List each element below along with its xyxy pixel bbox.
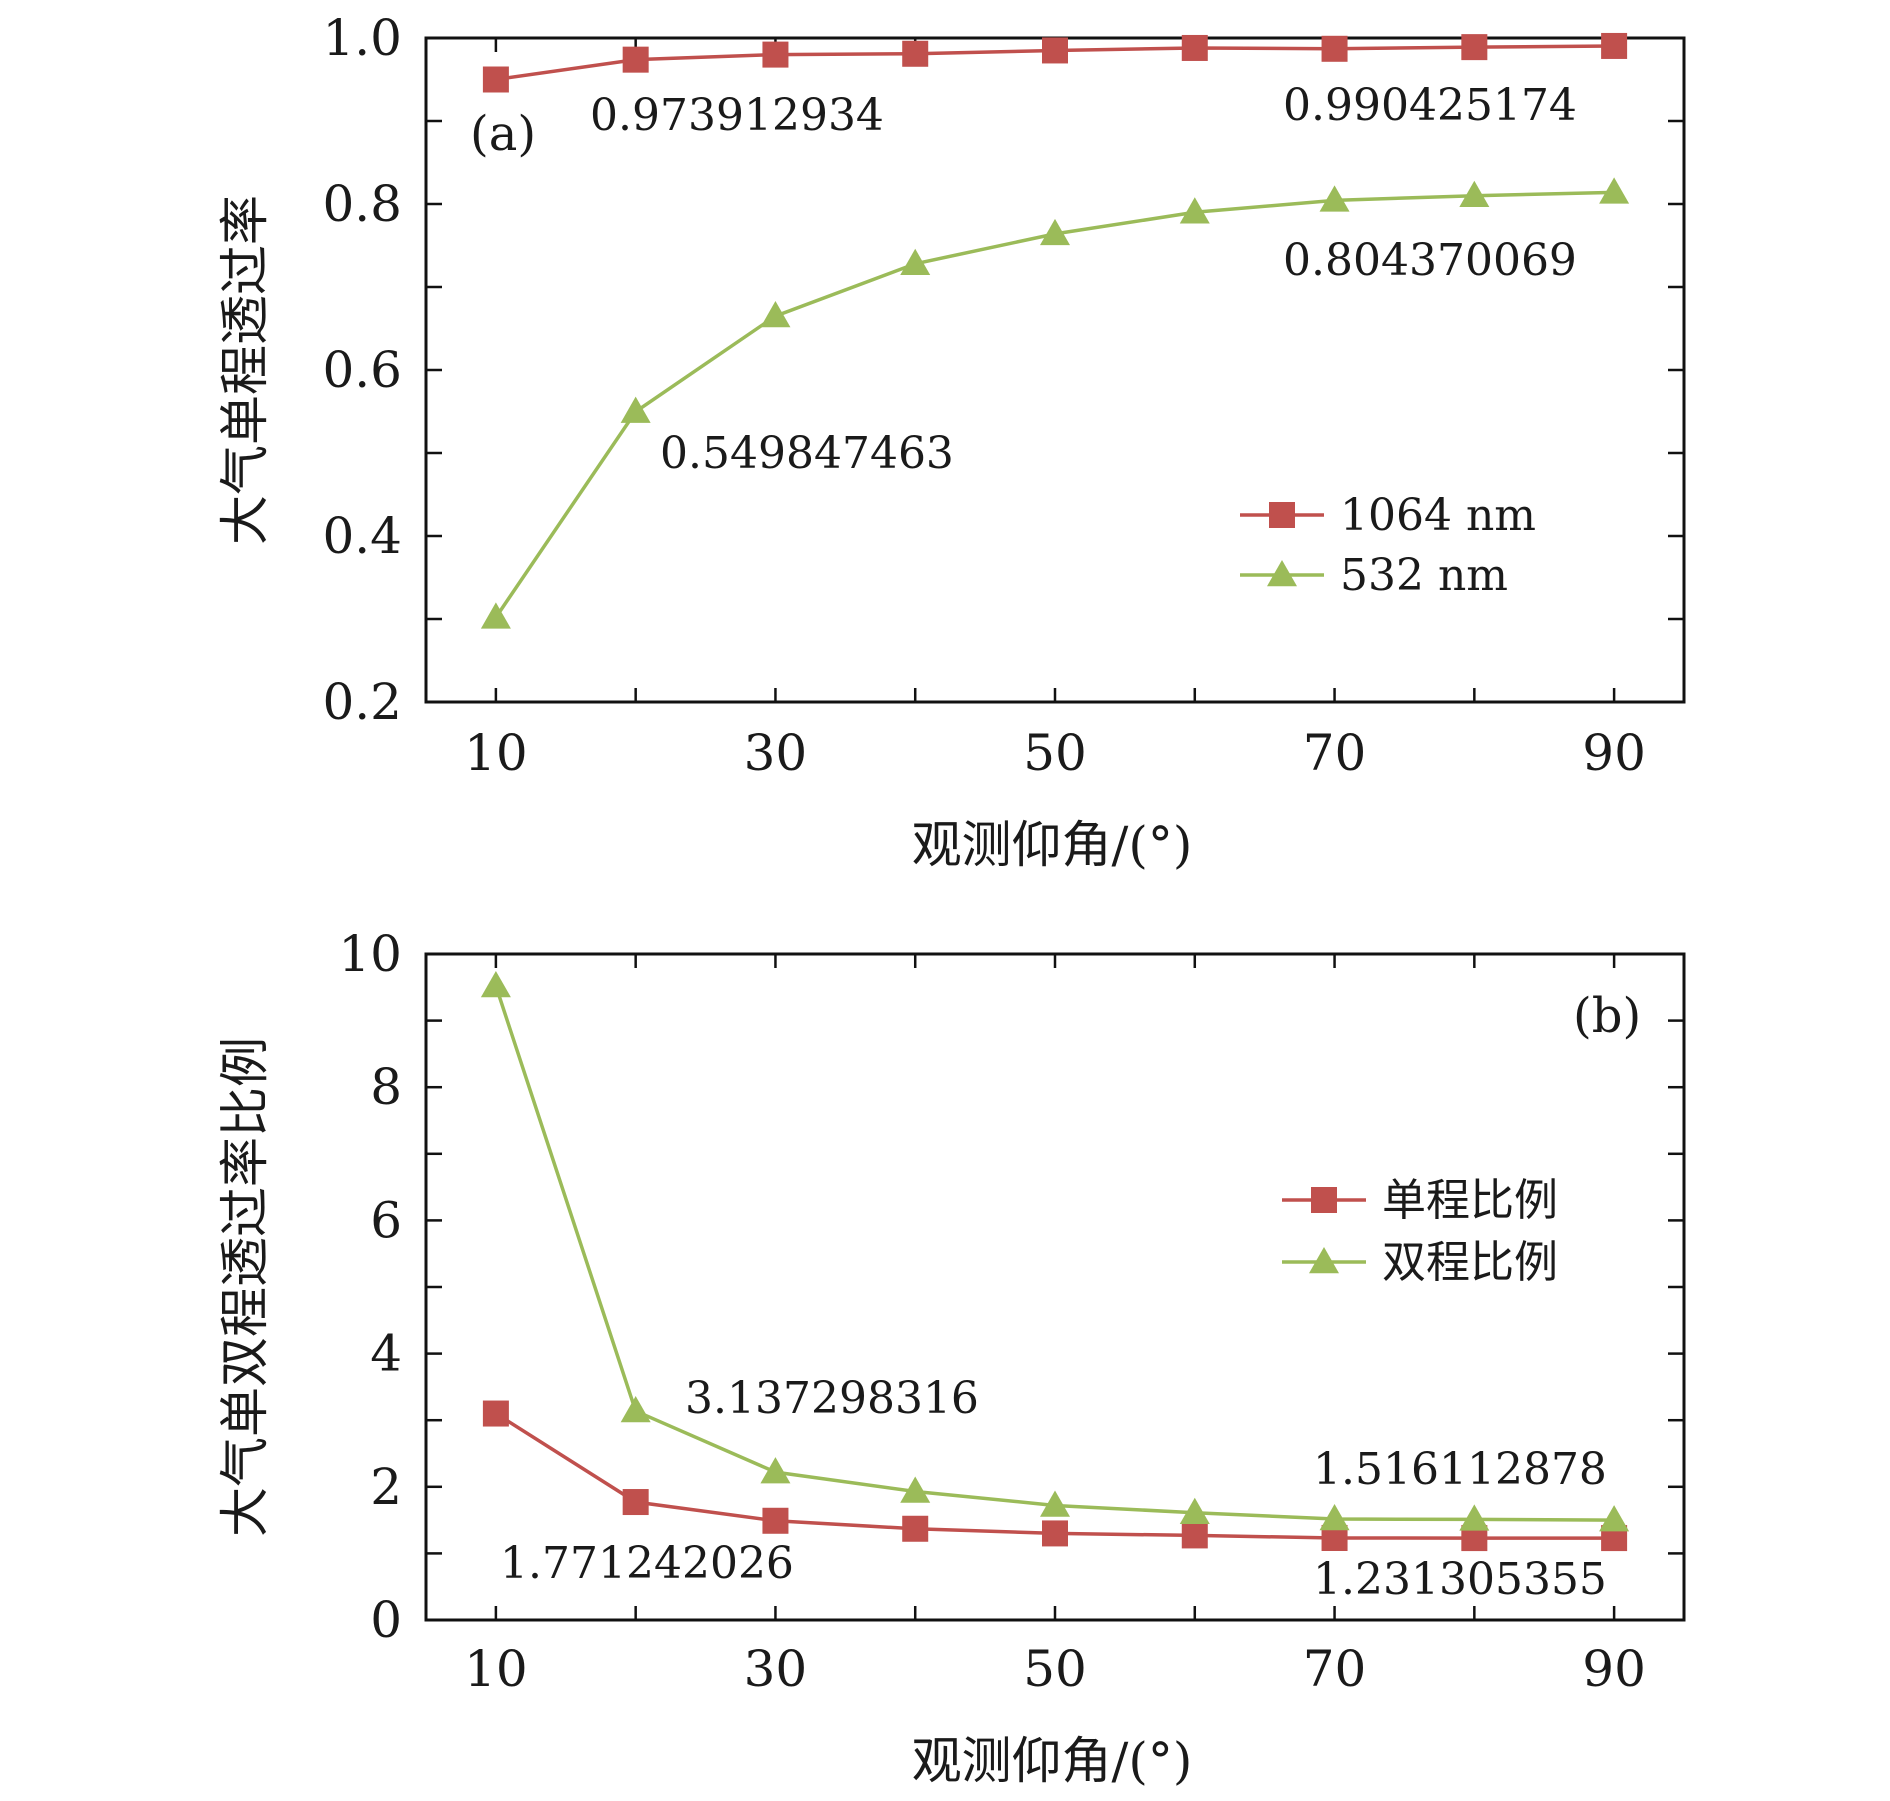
data-point-square [1461, 34, 1488, 61]
data-label: 1.231305355 [1313, 1554, 1607, 1605]
y-tick-label: 0 [370, 1591, 402, 1649]
data-point-triangle [1319, 185, 1350, 212]
data-point-triangle [760, 1457, 791, 1484]
legend-marker-triangle [1267, 560, 1297, 587]
y-tick-label: 10 [338, 925, 402, 983]
legend-marker-square [1269, 502, 1295, 528]
x-tick-label: 30 [744, 1640, 808, 1698]
y-tick-label: 8 [370, 1058, 402, 1116]
legend-label: 单程比例 [1382, 1175, 1558, 1226]
x-tick-label: 70 [1303, 724, 1367, 782]
panel-label: (b) [1573, 988, 1641, 1044]
legend-marker-triangle [1309, 1247, 1339, 1274]
data-label: 1.516112878 [1313, 1444, 1607, 1495]
data-point-triangle [1459, 1504, 1490, 1531]
data-point-square [902, 40, 929, 67]
x-axis-title: 观测仰角/(°) [912, 816, 1193, 874]
x-tick-label: 10 [464, 1640, 528, 1698]
data-point-triangle [1459, 180, 1490, 207]
x-tick-label: 30 [744, 724, 808, 782]
legend-label: 532 nm [1340, 550, 1508, 601]
panel-label: (a) [470, 106, 536, 162]
data-point-square [1601, 32, 1628, 59]
data-label: 0.549847463 [660, 428, 954, 479]
data-point-square [622, 46, 649, 73]
data-point-triangle [480, 970, 511, 998]
x-tick-label: 90 [1582, 1640, 1646, 1698]
data-point-triangle [1040, 218, 1070, 246]
y-tick-label: 0.6 [322, 341, 402, 399]
data-point-triangle [1040, 1490, 1070, 1517]
legend-label: 1064 nm [1340, 490, 1536, 541]
data-point-square [762, 41, 789, 68]
legend-marker-square [1311, 1187, 1337, 1213]
data-label: 3.137298316 [685, 1373, 979, 1424]
data-point-triangle [620, 396, 651, 423]
data-point-square [622, 1489, 649, 1516]
data-point-triangle [900, 1476, 931, 1503]
data-point-triangle [1319, 1504, 1350, 1531]
x-tick-label: 70 [1303, 1640, 1367, 1698]
data-point-square [902, 1515, 929, 1542]
data-point-triangle [1599, 177, 1630, 204]
x-tick-label: 10 [464, 724, 528, 782]
data-point-square [1042, 1520, 1068, 1547]
data-point-triangle [1179, 1497, 1210, 1525]
y-tick-label: 0.4 [322, 507, 402, 565]
data-point-square [1321, 35, 1348, 62]
data-point-square [482, 1400, 509, 1427]
x-tick-label: 90 [1582, 724, 1646, 782]
data-point-square [1181, 1522, 1208, 1549]
data-label: 0.990425174 [1283, 80, 1577, 131]
y-tick-label: 6 [370, 1191, 402, 1249]
y-axis-title: 大气单程透过率 [216, 195, 274, 545]
y-tick-label: 2 [370, 1458, 402, 1516]
data-point-triangle [1179, 197, 1210, 224]
y-tick-label: 0.8 [322, 175, 402, 233]
y-axis-title: 大气单双程透过率比例 [216, 1037, 274, 1537]
x-tick-label: 50 [1023, 1640, 1087, 1698]
data-label: 0.973912934 [590, 90, 884, 141]
y-tick-label: 4 [370, 1325, 402, 1383]
x-axis-title: 观测仰角/(°) [912, 1732, 1193, 1790]
y-tick-label: 0.2 [322, 673, 402, 731]
data-label: 1.771242026 [500, 1538, 794, 1589]
data-point-square [762, 1507, 789, 1534]
data-point-triangle [900, 248, 931, 276]
data-point-triangle [1599, 1505, 1630, 1532]
y-tick-label: 1.0 [322, 9, 402, 67]
data-point-triangle [480, 602, 511, 629]
data-point-square [1042, 37, 1068, 64]
data-point-square [482, 66, 509, 93]
data-point-square [1181, 34, 1208, 61]
legend-label: 双程比例 [1382, 1237, 1558, 1288]
data-point-triangle [620, 1396, 651, 1423]
data-label: 0.804370069 [1283, 235, 1577, 286]
data-point-triangle [760, 301, 791, 328]
x-tick-label: 50 [1023, 724, 1087, 782]
